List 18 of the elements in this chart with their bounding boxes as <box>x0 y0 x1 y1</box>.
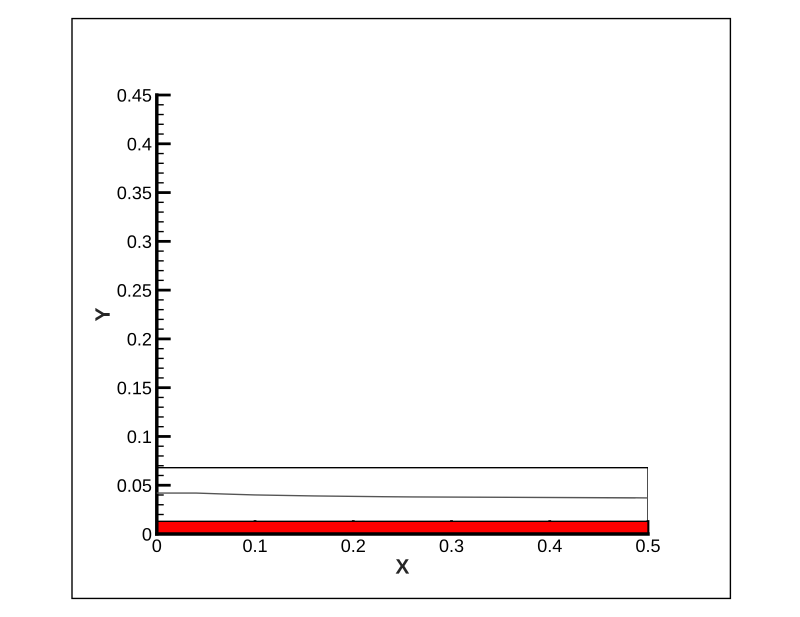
y-tick-label: 0.4 <box>128 138 152 151</box>
y-tick-label: 0.35 <box>118 186 152 200</box>
x-tick-label: 0 <box>152 539 162 552</box>
x-tick-label: 0.5 <box>636 539 660 552</box>
y-tick-label: 0 <box>142 528 152 541</box>
y-tick-label: 0.15 <box>118 382 152 394</box>
y-tick-label: 0.05 <box>118 479 152 492</box>
y-tick-label: 0.1 <box>128 430 152 444</box>
y-tick-label: 0.25 <box>118 284 152 297</box>
y-tick-label: 0.2 <box>128 332 152 346</box>
x-tick-label: 0.2 <box>341 539 365 552</box>
x-tick-label: 0.1 <box>243 539 267 552</box>
y-tick-label: 0.3 <box>128 235 152 248</box>
x-tick-label: 0.4 <box>538 539 562 552</box>
y-tick-label: 0.45 <box>118 88 152 102</box>
x-tick-label: 0.3 <box>440 539 464 552</box>
x-axis-title: X <box>396 559 410 574</box>
y-axis-title: Y <box>95 308 110 322</box>
